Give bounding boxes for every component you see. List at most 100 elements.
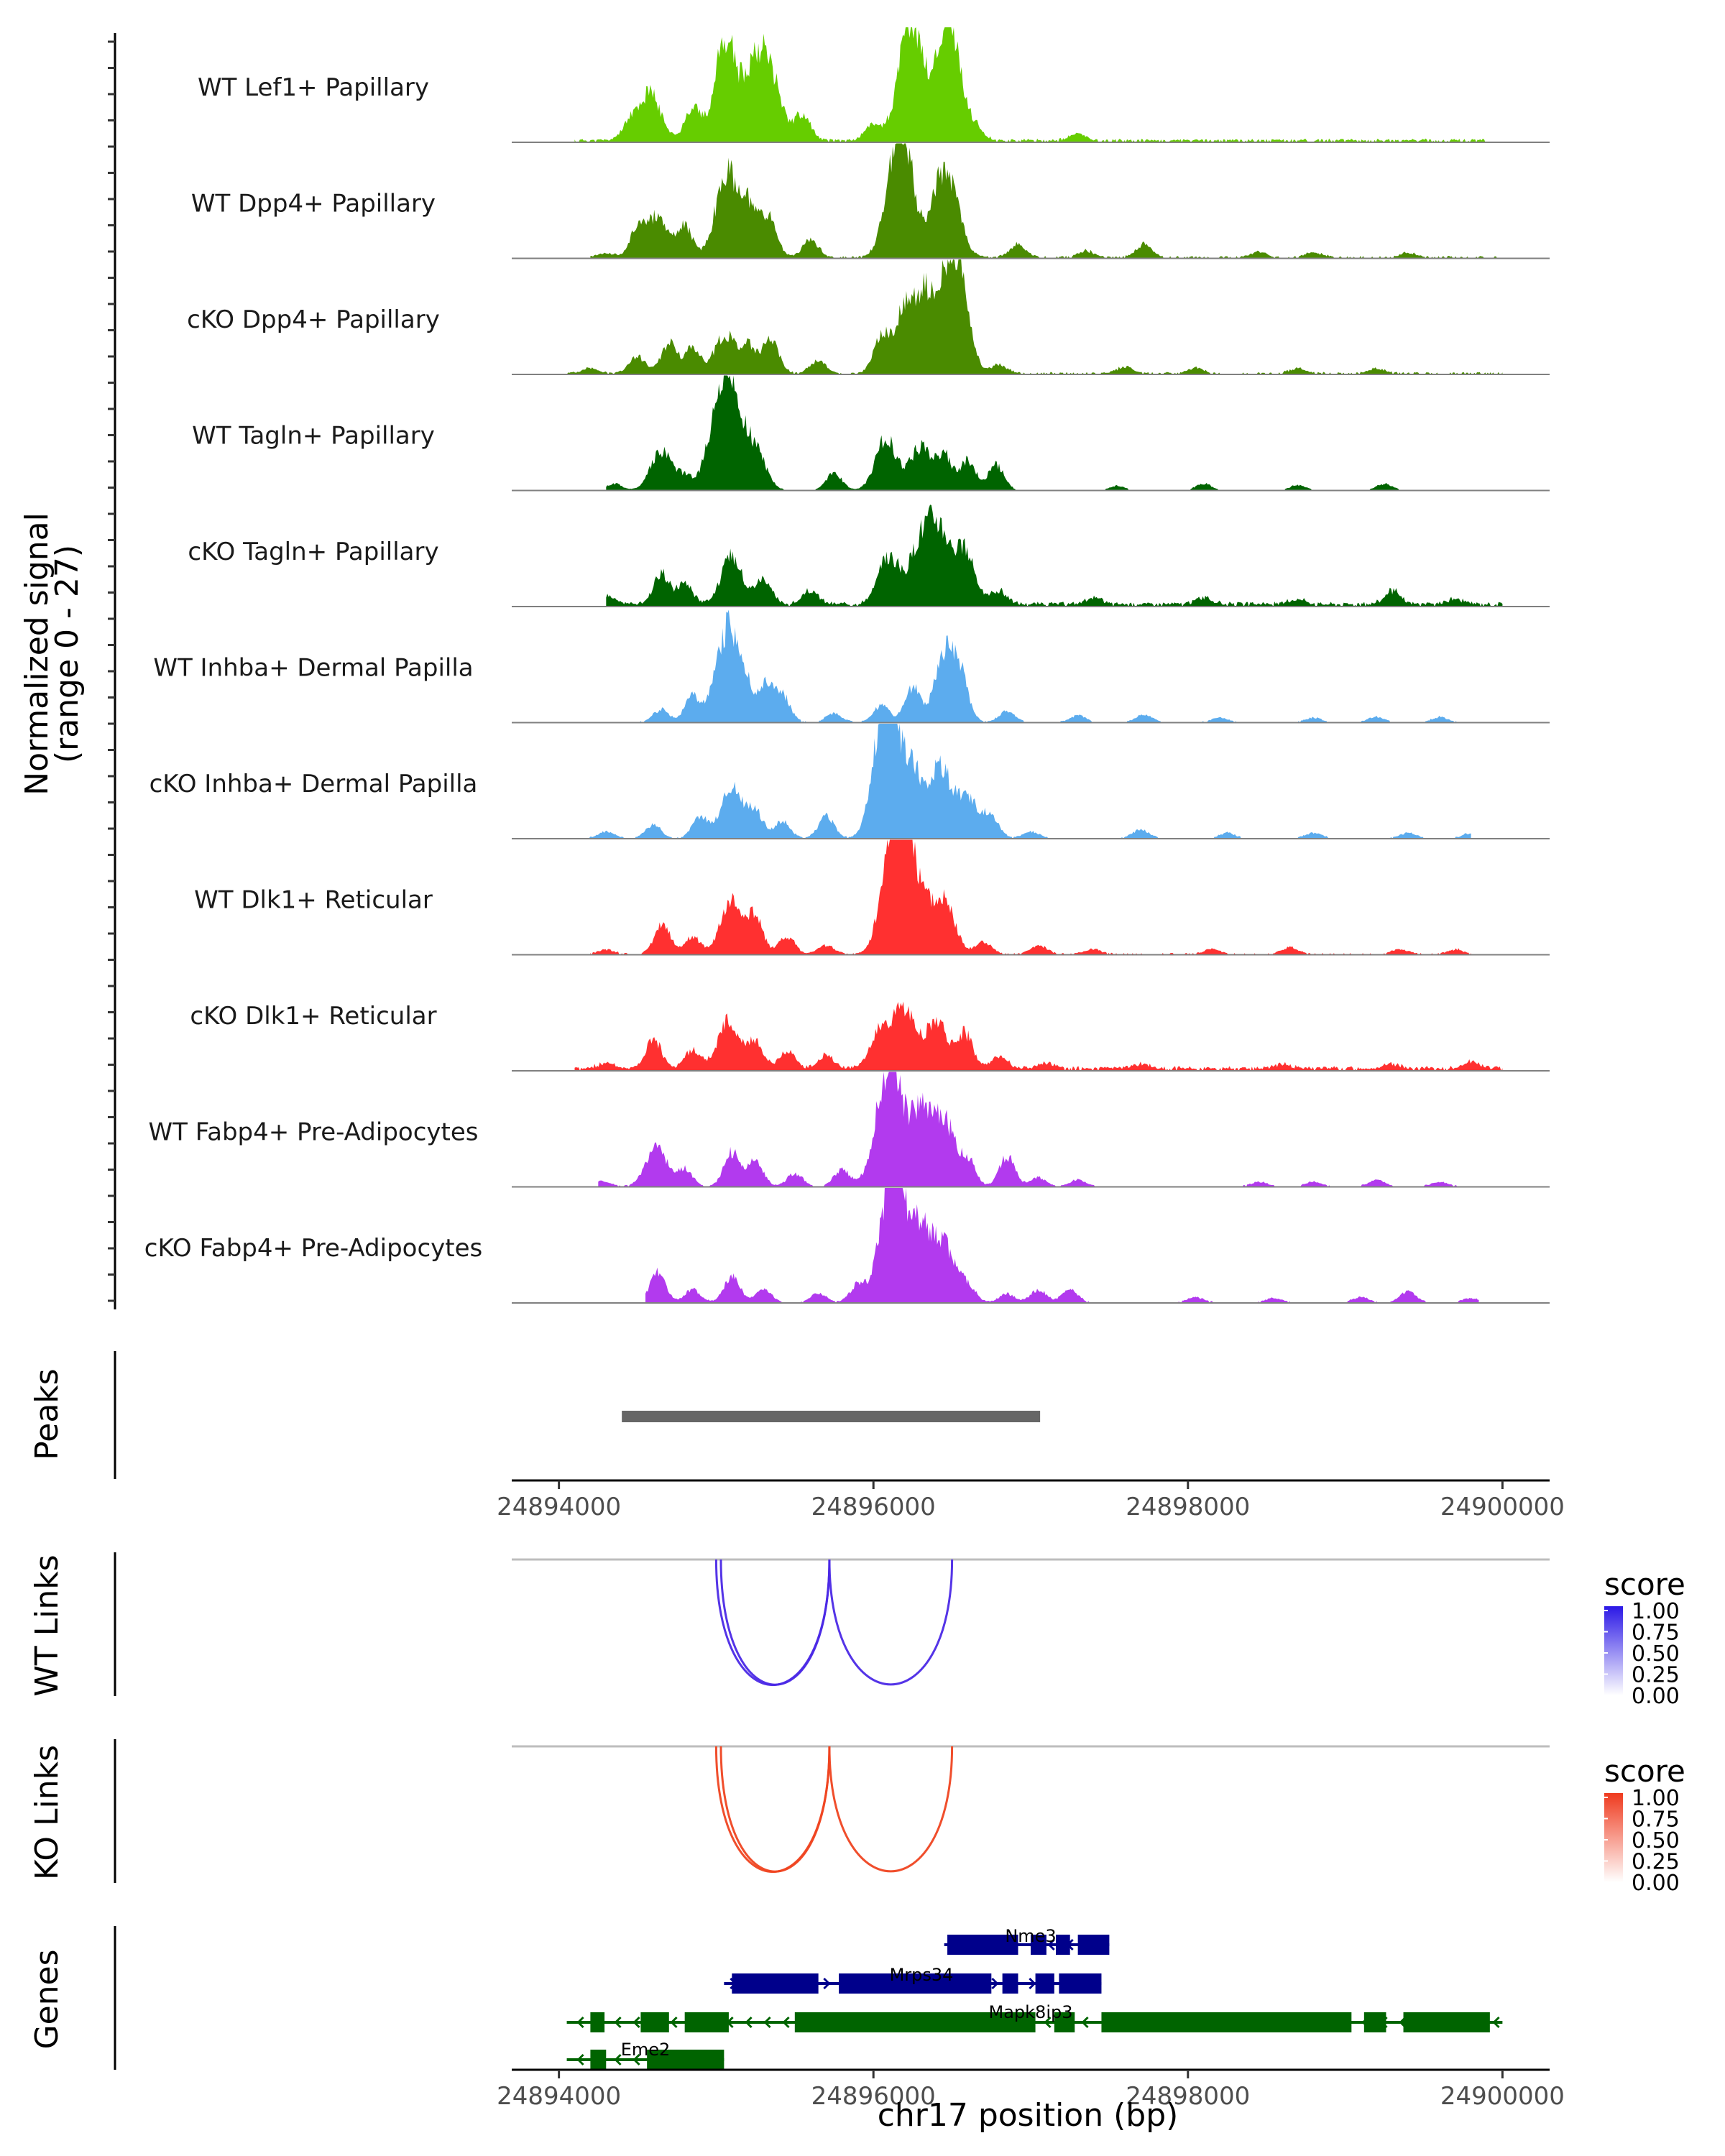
track-label: cKO Dlk1+ Reticular — [190, 1002, 436, 1031]
legend-tick-label: 0.25 — [1632, 1663, 1680, 1688]
coverage-area — [582, 724, 1471, 839]
x-axis-tick-label: 24898000 — [1126, 2082, 1250, 2111]
genes-track-title: Genes — [29, 1949, 65, 2049]
coverage-area — [574, 1001, 1503, 1071]
legend-tick-label: 1.00 — [1632, 1786, 1680, 1811]
coverage-tracks: WT Lef1+ Papillary WT Dpp4+ Papillary cKO … — [144, 27, 1550, 1304]
strand-arrow — [745, 2016, 753, 2029]
x-axis-tick-label: 24896000 — [811, 1493, 936, 1521]
link-arc — [719, 1746, 831, 1873]
peaks-track-title: Peaks — [29, 1368, 65, 1460]
strand-arrow — [614, 2016, 622, 2029]
gene-exon — [1403, 2012, 1490, 2032]
track-label: WT Fabp4+ Pre-Adipocytes — [149, 1118, 479, 1147]
gene-exon — [1077, 1935, 1110, 1955]
gene-label: Eme2 — [621, 2040, 671, 2060]
link-track-title: KO Links — [29, 1745, 65, 1880]
gene-label: Mrps34 — [890, 1965, 954, 1985]
peaks-track: Peaks — [29, 1351, 1041, 1479]
legend-tick-label: 0.00 — [1632, 1871, 1680, 1896]
coverage-area — [574, 27, 1487, 142]
gene-exon — [732, 1973, 819, 1994]
x-axis-tick-label: 24898000 — [1126, 1493, 1250, 1521]
link-arc — [714, 1746, 831, 1873]
legend-tick-label: 0.75 — [1632, 1807, 1680, 1833]
gene-exon — [647, 2050, 724, 2070]
x-axis-tick-label: 24900000 — [1440, 1493, 1565, 1521]
gene-exon — [1363, 2012, 1386, 2032]
gene-exon — [684, 2012, 729, 2032]
coverage-area — [645, 1188, 1479, 1303]
strand-arrow — [632, 2016, 640, 2029]
link-arc — [714, 1559, 831, 1686]
strand-arrow — [1044, 2016, 1052, 2029]
legend-tick-label: 1.00 — [1632, 1599, 1680, 1624]
strand-arrow — [763, 2016, 771, 2029]
x-axis-upper: 24894000 24896000 24898000 24900000 — [497, 1479, 1565, 1521]
x-axis-tick-label: 24896000 — [811, 2082, 936, 2111]
coverage-area — [598, 1072, 1479, 1187]
genes-track: Genes Nme3 Mrps34 Mapk8ip3 Eme2 — [29, 1926, 1503, 2070]
gene-exon — [1059, 1973, 1102, 1994]
strand-arrow — [576, 2016, 584, 2029]
gene-exon — [590, 2012, 605, 2032]
strand-arrow — [614, 2053, 622, 2066]
link-arc — [828, 1746, 954, 1873]
coverage-area — [606, 375, 1455, 491]
legend-title: score — [1604, 1754, 1685, 1789]
gene-exon — [947, 1935, 1018, 1955]
strand-arrow — [576, 2053, 584, 2066]
legend-tick-label: 0.50 — [1632, 1828, 1680, 1853]
strand-arrow — [782, 2016, 790, 2029]
strand-arrow — [991, 1977, 999, 1990]
track-label: WT Tagln+ Papillary — [192, 422, 435, 451]
coverage-y-axis-title-line2: (range 0 - 27) — [49, 545, 86, 763]
gene-exon — [1056, 1935, 1070, 1955]
track-label: cKO Inhba+ Dermal Papilla — [150, 770, 478, 798]
legend-colorbar — [1604, 1606, 1623, 1695]
track-label: cKO Tagln+ Papillary — [188, 538, 438, 566]
legend-colorbar — [1604, 1793, 1623, 1882]
gene-exon — [640, 2012, 669, 2032]
strand-arrow — [1047, 1938, 1055, 1951]
link-track-title: WT Links — [29, 1554, 65, 1696]
legend-tick-label: 0.75 — [1632, 1621, 1680, 1646]
coverage-area — [606, 505, 1503, 607]
gene-exon — [590, 2050, 607, 2070]
coverage-area — [566, 259, 1503, 374]
peak-interval — [622, 1411, 1041, 1422]
x-axis-tick-label: 24894000 — [497, 1493, 621, 1521]
gene-exon — [1054, 2012, 1075, 2032]
track-label: WT Lef1+ Papillary — [198, 73, 429, 102]
gene-exon — [794, 2012, 1036, 2032]
coverage-y-axis-title-line1: Normalized signal — [19, 512, 55, 796]
strand-arrow — [823, 1977, 831, 1990]
track-label: WT Dpp4+ Papillary — [191, 190, 436, 218]
track-label: WT Dlk1+ Reticular — [194, 886, 433, 915]
x-axis-tick-label: 24900000 — [1440, 2082, 1565, 2111]
track-label: cKO Fabp4+ Pre-Adipocytes — [144, 1234, 483, 1263]
gene-exon — [839, 1973, 992, 1994]
strand-arrow — [1492, 2016, 1500, 2029]
x-axis-title: chr17 position (bp) — [878, 2097, 1179, 2134]
link-arc — [719, 1559, 831, 1686]
gene-exon — [1031, 1935, 1046, 1955]
strand-arrow — [1081, 2016, 1089, 2029]
link-arc — [828, 1559, 954, 1686]
coverage-area — [590, 839, 1471, 955]
gene-label: Nme3 — [1005, 1926, 1056, 1946]
gene-label: Mapk8ip3 — [989, 2002, 1073, 2022]
x-axis-tick-label: 24894000 — [497, 2082, 621, 2111]
gene-exon — [1002, 1973, 1018, 1994]
legend-title: score — [1604, 1567, 1685, 1602]
strand-arrow — [632, 2053, 640, 2066]
x-axis-lower: 24894000 24896000 24898000 24900000 — [497, 2068, 1565, 2111]
gene-exon — [1035, 1973, 1054, 1994]
legend-tick-label: 0.00 — [1632, 1684, 1680, 1709]
track-label: cKO Dpp4+ Papillary — [187, 305, 440, 334]
gene-exon — [1101, 2012, 1352, 2032]
coverage-y-axis — [108, 33, 116, 1309]
legend-tick-label: 0.50 — [1632, 1641, 1680, 1667]
